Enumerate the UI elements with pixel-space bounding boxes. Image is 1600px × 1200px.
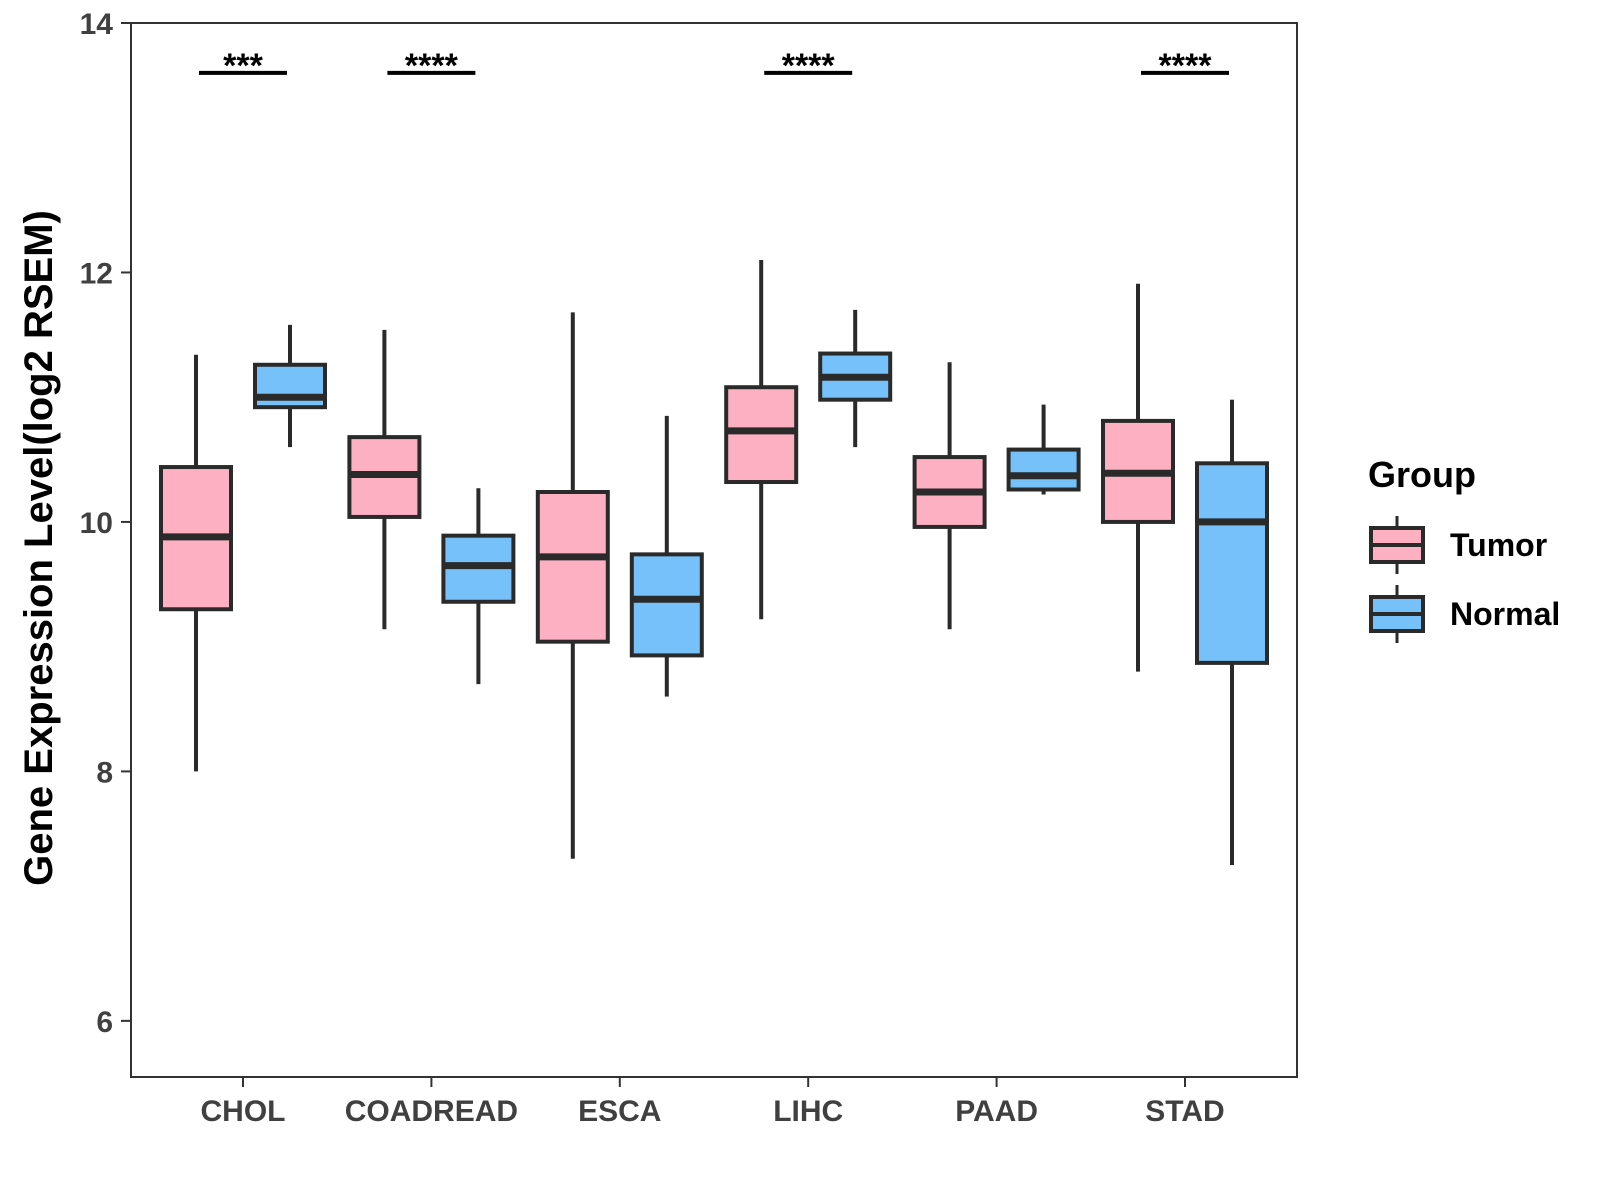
legend: Group Tumor Normal (1368, 454, 1560, 643)
box-tumor-paad (912, 362, 987, 630)
x-tick-label: PAAD (955, 1095, 1038, 1128)
x-axis: CHOL COADREAD ESCA LIHC PAAD STAD (201, 1077, 1225, 1128)
y-tick-label: 10 (80, 507, 113, 540)
box-tumor-lihc (724, 259, 799, 620)
legend-label: Tumor (1450, 527, 1547, 563)
legend-item-normal: Normal (1369, 585, 1560, 643)
box-normal-coadread (441, 488, 516, 685)
x-tick-label: COADREAD (345, 1095, 518, 1128)
plot-area (130, 22, 1298, 1078)
significance-label: **** (1159, 47, 1213, 85)
series-normal (253, 309, 1269, 865)
x-tick-label: CHOL (201, 1095, 286, 1128)
box-normal-stad (1195, 399, 1269, 865)
box-body (253, 362, 327, 410)
y-tick-label: 6 (96, 1006, 113, 1039)
plot-border (130, 22, 1298, 1078)
legend-label: Normal (1450, 596, 1560, 632)
legend-item-tumor: Tumor (1369, 516, 1547, 574)
significance-annotations: *** **** **** **** (199, 47, 1229, 85)
box-body (1006, 447, 1081, 492)
significance-label: **** (782, 47, 836, 85)
x-tick-label: STAD (1145, 1095, 1224, 1128)
box-tumor-stad (1101, 283, 1175, 672)
y-axis-title: Gene Expression Level(log2 RSEM) (17, 210, 61, 886)
significance-label: *** (223, 47, 263, 85)
series-tumor (159, 259, 1175, 859)
box-normal-chol (253, 324, 327, 448)
box-normal-paad (1006, 404, 1081, 495)
box-tumor-chol (159, 354, 233, 772)
box-body (724, 385, 799, 485)
box-body (629, 552, 704, 658)
y-tick-label: 12 (80, 257, 113, 290)
box-body (535, 489, 610, 644)
box-tumor-esca (535, 312, 610, 859)
box-normal-lihc (818, 309, 893, 448)
y-axis: 6 8 10 12 14 (80, 8, 131, 1039)
box-tumor-coadread (347, 329, 422, 630)
significance-label: **** (405, 47, 459, 85)
legend-title: Group (1368, 454, 1476, 495)
box-normal-esca (629, 415, 704, 697)
box-series (159, 259, 1269, 865)
y-tick-label: 14 (80, 8, 114, 41)
x-tick-label: LIHC (773, 1095, 843, 1128)
y-tick-label: 8 (96, 756, 113, 789)
box-body (1195, 461, 1269, 665)
x-tick-label: ESCA (578, 1095, 661, 1128)
